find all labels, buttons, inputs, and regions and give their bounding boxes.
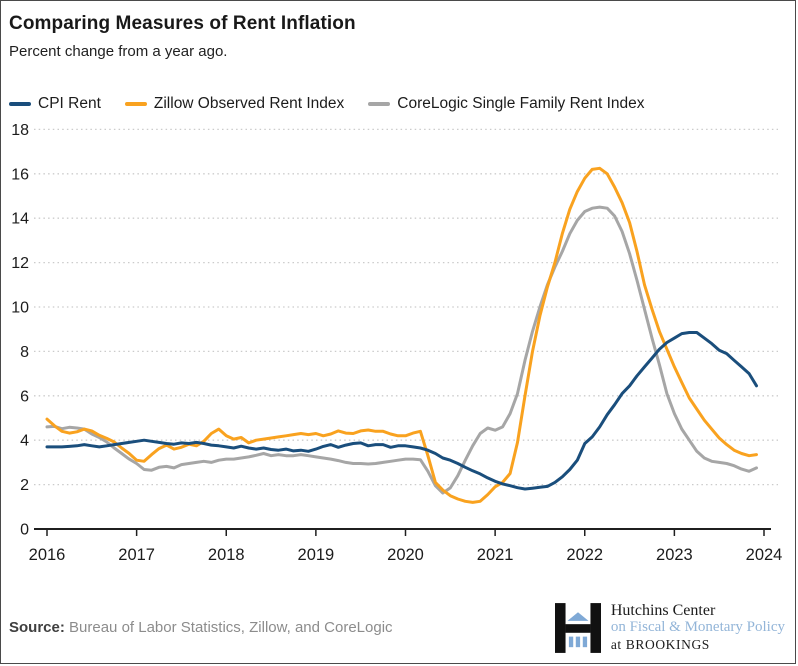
svg-text:2019: 2019 <box>298 546 335 564</box>
footer: Source: Bureau of Labor Statistics, Zill… <box>9 602 787 653</box>
logo-text: Hutchins Center on Fiscal & Monetary Pol… <box>611 602 785 653</box>
legend-label-cpi-rent: CPI Rent <box>38 95 101 112</box>
hutchins-center-logo: Hutchins Center on Fiscal & Monetary Pol… <box>554 602 787 653</box>
svg-text:4: 4 <box>20 433 29 450</box>
legend-label-corelogic: CoreLogic Single Family Rent Index <box>397 95 645 112</box>
series-line-zillow <box>45 166 758 504</box>
svg-text:10: 10 <box>11 300 29 317</box>
source-text: Bureau of Labor Statistics, Zillow, and … <box>69 619 393 636</box>
svg-text:2022: 2022 <box>566 546 603 564</box>
svg-text:2024: 2024 <box>746 546 783 564</box>
legend-item-corelogic: CoreLogic Single Family Rent Index <box>368 95 645 113</box>
svg-text:0: 0 <box>20 522 29 539</box>
logo-line-fiscal-monetary: on Fiscal & Monetary Policy <box>610 619 785 635</box>
chart-subtitle: Percent change from a year ago. <box>9 43 228 60</box>
logo-line-hutchins-center: Hutchins Center <box>610 602 716 619</box>
legend-item-zillow: Zillow Observed Rent Index <box>124 95 345 113</box>
legend-item-cpi-rent: CPI Rent <box>9 95 101 113</box>
logo-line-brookings: at BROOKINGS <box>610 637 710 652</box>
svg-text:2016: 2016 <box>29 546 66 564</box>
legend-label-zillow: Zillow Observed Rent Index <box>153 95 345 112</box>
svg-text:6: 6 <box>20 388 29 405</box>
source-note: Source: Bureau of Labor Statistics, Zill… <box>9 619 393 636</box>
svg-text:18: 18 <box>11 122 29 139</box>
chart-title: Comparing Measures of Rent Inflation <box>9 13 356 34</box>
svg-text:2017: 2017 <box>118 546 155 564</box>
rent-inflation-line-chart: 0 2 4 6 8 10 12 14 16 18 2016 2017 2018 2019 2020 2021 2… <box>11 122 783 564</box>
svg-text:16: 16 <box>11 166 29 183</box>
svg-text:2021: 2021 <box>477 546 514 564</box>
svg-text:2023: 2023 <box>656 546 693 564</box>
series-line-cpi-rent <box>45 331 758 491</box>
hutchins-center-logo-icon <box>554 602 601 653</box>
legend-swatch-zillow <box>124 102 147 106</box>
series-line-corelogic <box>45 205 758 495</box>
svg-text:8: 8 <box>20 344 29 361</box>
svg-text:2: 2 <box>20 477 29 494</box>
legend-swatch-corelogic <box>368 102 391 106</box>
svg-text:12: 12 <box>11 255 29 272</box>
svg-text:2018: 2018 <box>208 546 245 564</box>
legend-swatch-cpi-rent <box>9 102 31 106</box>
svg-text:14: 14 <box>11 211 29 228</box>
legend: CPI Rent Zillow Observed Rent Index CoreLo… <box>9 95 787 113</box>
svg-text:2020: 2020 <box>387 546 424 564</box>
source-label: Source: <box>9 619 65 636</box>
